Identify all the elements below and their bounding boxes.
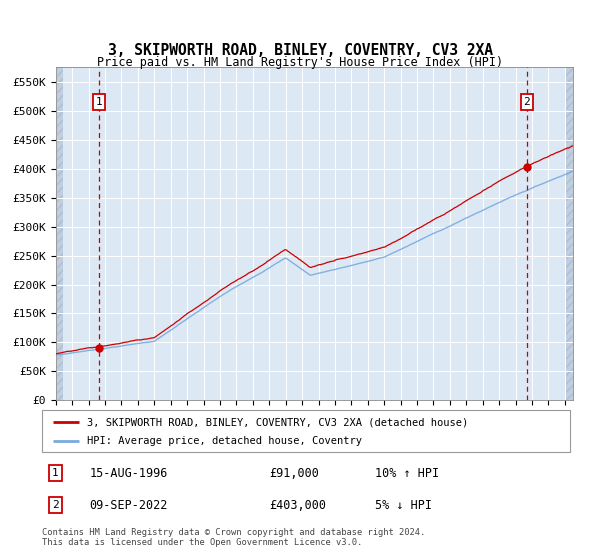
Text: £91,000: £91,000 <box>269 467 319 480</box>
Text: Contains HM Land Registry data © Crown copyright and database right 2024.
This d: Contains HM Land Registry data © Crown c… <box>42 528 425 547</box>
Text: £403,000: £403,000 <box>269 498 326 512</box>
Text: 15-AUG-1996: 15-AUG-1996 <box>89 467 168 480</box>
Text: 2: 2 <box>523 97 530 107</box>
Text: 2: 2 <box>52 500 59 510</box>
Text: HPI: Average price, detached house, Coventry: HPI: Average price, detached house, Cove… <box>87 436 362 446</box>
Bar <box>56 67 62 400</box>
Text: 09-SEP-2022: 09-SEP-2022 <box>89 498 168 512</box>
Text: 1: 1 <box>52 468 59 478</box>
FancyBboxPatch shape <box>42 410 570 452</box>
Bar <box>566 67 573 400</box>
Text: Price paid vs. HM Land Registry's House Price Index (HPI): Price paid vs. HM Land Registry's House … <box>97 56 503 69</box>
Text: 3, SKIPWORTH ROAD, BINLEY, COVENTRY, CV3 2XA (detached house): 3, SKIPWORTH ROAD, BINLEY, COVENTRY, CV3… <box>87 417 468 427</box>
Text: 10% ↑ HPI: 10% ↑ HPI <box>374 467 439 480</box>
Text: 3, SKIPWORTH ROAD, BINLEY, COVENTRY, CV3 2XA: 3, SKIPWORTH ROAD, BINLEY, COVENTRY, CV3… <box>107 43 493 58</box>
Text: 5% ↓ HPI: 5% ↓ HPI <box>374 498 431 512</box>
Text: 1: 1 <box>95 97 102 107</box>
